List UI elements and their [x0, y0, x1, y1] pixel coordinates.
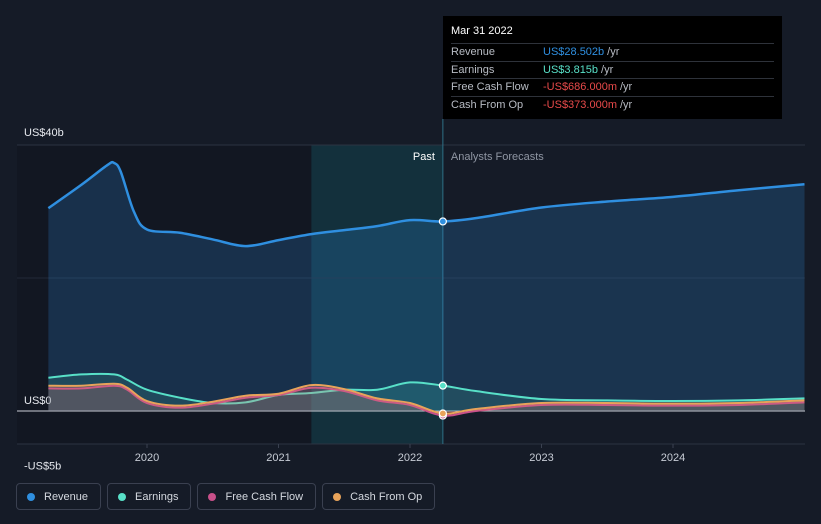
- tooltip-unit: /yr: [607, 46, 620, 59]
- legend-label: Earnings: [135, 490, 179, 503]
- legend-item-cash-from-op[interactable]: Cash From Op: [322, 483, 436, 510]
- tooltip-unit: /yr: [601, 63, 614, 76]
- tooltip-unit: /yr: [620, 98, 633, 111]
- legend-label: Revenue: [44, 490, 89, 503]
- legend-item-revenue[interactable]: Revenue: [16, 483, 102, 510]
- tooltip: Mar 31 2022 Revenue US$28.502b /yr Earni…: [443, 16, 782, 119]
- legend-dot-icon: [27, 492, 35, 501]
- tooltip-row-earnings: Earnings US$3.815b /yr: [451, 60, 774, 79]
- x-tick-label: 2020: [135, 452, 159, 464]
- series-line-cash-from-op: [48, 382, 805, 415]
- series-area-cash-from-op: [48, 383, 805, 414]
- tooltip-value: US$3.815b: [543, 63, 599, 76]
- highlight-point-cash-from-op: [438, 409, 447, 418]
- tooltip-value: -US$686.000m: [543, 81, 617, 94]
- tooltip-value: -US$373.000m: [543, 98, 617, 111]
- tooltip-unit: /yr: [620, 81, 633, 94]
- tooltip-row-cash-from-op: Cash From Op -US$373.000m /yr: [451, 95, 774, 114]
- series-area-revenue: [48, 162, 805, 411]
- tooltip-label: Earnings: [451, 63, 495, 76]
- legend-item-earnings[interactable]: Earnings: [107, 483, 192, 510]
- series-area-free-cash-flow: [48, 385, 805, 416]
- tooltip-row-revenue: Revenue US$28.502b /yr: [451, 43, 774, 61]
- series-line-free-cash-flow: [48, 384, 805, 417]
- past-label: Past: [413, 151, 435, 163]
- y-tick-label: -US$5b: [24, 460, 61, 472]
- highlight-region: [311, 145, 443, 444]
- highlight-point-earnings: [438, 381, 447, 390]
- tooltip-value: US$28.502b: [543, 46, 605, 59]
- series-area-earnings: [48, 373, 805, 411]
- x-tick-label: 2021: [266, 452, 290, 464]
- y-tick-label: US$40b: [24, 127, 64, 139]
- x-tick-label: 2023: [529, 452, 553, 464]
- series-line-revenue: [47, 160, 805, 248]
- tooltip-label: Cash From Op: [451, 98, 524, 111]
- x-tick-label: 2024: [661, 452, 685, 464]
- tooltip-row-free-cash-flow: Free Cash Flow -US$686.000m /yr: [451, 78, 774, 96]
- x-tick-label: 2022: [398, 452, 422, 464]
- forecast-label: Analysts Forecasts: [451, 151, 544, 163]
- legend-label: Cash From Op: [350, 490, 423, 503]
- tooltip-date: Mar 31 2022: [451, 25, 513, 37]
- tooltip-label: Free Cash Flow: [451, 81, 529, 94]
- legend-item-free-cash-flow[interactable]: Free Cash Flow: [197, 483, 317, 510]
- legend-dot-icon: [118, 492, 127, 501]
- y-tick-label: US$0: [24, 395, 52, 407]
- tooltip-label: Revenue: [451, 46, 496, 59]
- legend-dot-icon: [208, 492, 217, 501]
- highlight-point-revenue: [438, 217, 447, 226]
- legend-dot-icon: [333, 492, 342, 501]
- legend-label: Free Cash Flow: [225, 490, 304, 503]
- legend: Revenue Earnings Free Cash Flow Cash Fro…: [16, 483, 436, 510]
